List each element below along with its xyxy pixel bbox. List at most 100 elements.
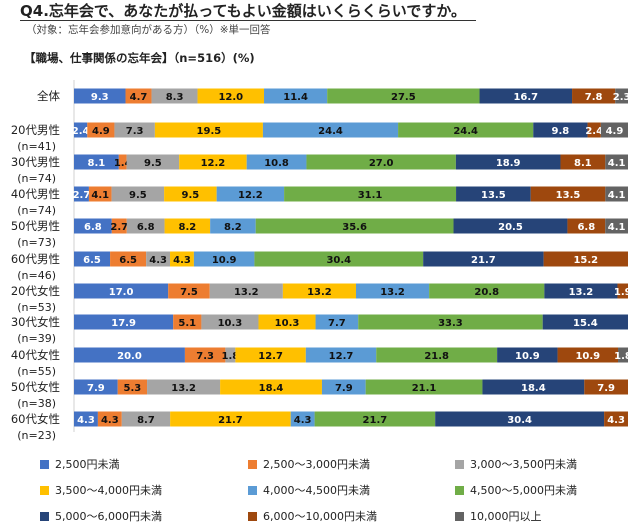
data-label: 4.1 [608, 158, 626, 169]
bar-segment [170, 251, 194, 267]
bar-segment [74, 122, 88, 138]
category-n: (n=38) [17, 397, 56, 410]
data-label: 2.4 [72, 126, 90, 137]
bar-segment [615, 88, 628, 104]
bar-segment [110, 251, 147, 267]
bar-segment [88, 186, 112, 202]
legend-swatch [40, 511, 49, 521]
bar-segment [193, 251, 255, 267]
bar-segment [456, 186, 531, 202]
bar-segment [184, 347, 226, 363]
chart-title: Q4.忘年会で、あなたが払ってもよい金額はいくらくらいですか。 [20, 2, 477, 21]
bar-segment [355, 283, 430, 299]
data-label: 8.7 [137, 415, 155, 426]
data-label: 5.1 [178, 318, 196, 329]
data-label: 13.2 [171, 383, 196, 394]
category-n: (n=46) [17, 269, 56, 282]
category-label: 50代女性 [11, 380, 60, 394]
bar-segment [262, 122, 399, 138]
bar-segment [74, 251, 111, 267]
bar-segment [74, 379, 118, 395]
legend-swatch [248, 459, 257, 469]
legend-label: 4,000～4,500円未満 [263, 484, 370, 497]
bar-segment [315, 314, 359, 330]
legend-label: 6,000～10,000円未満 [263, 510, 377, 523]
bar-segment [255, 218, 454, 234]
bar-segment [314, 411, 436, 427]
bar-segment [151, 88, 198, 104]
data-label: 13.5 [556, 190, 581, 201]
data-label: 20.0 [117, 351, 142, 362]
data-label: 4.1 [608, 222, 626, 233]
legend-swatch [248, 511, 257, 521]
data-label: 31.1 [358, 190, 383, 201]
legend-item: 5,000～6,000円未満 [40, 508, 162, 524]
bar-segment [154, 122, 263, 138]
data-label: 27.5 [391, 92, 416, 103]
bar-segment [147, 379, 221, 395]
bar-segment [74, 283, 169, 299]
bar-segment [117, 379, 148, 395]
legend-item: 3,500～4,000円未満 [40, 482, 162, 498]
bar-segment [168, 283, 210, 299]
bar-segment [164, 218, 211, 234]
data-label: 18.4 [259, 383, 284, 394]
bar-segment [74, 314, 174, 330]
data-label: 7.3 [126, 126, 144, 137]
data-label: 17.0 [109, 287, 134, 298]
data-label: 9.5 [129, 190, 147, 201]
data-label: 24.4 [318, 126, 343, 137]
data-label: 10.9 [212, 255, 237, 266]
category-n: (n=74) [17, 172, 56, 185]
bar-segment [258, 314, 316, 330]
bar-segment [429, 283, 545, 299]
data-label: 4.3 [149, 255, 167, 266]
data-label: 4.7 [130, 92, 148, 103]
data-label: 4.3 [607, 415, 625, 426]
data-label: 17.9 [111, 318, 136, 329]
data-label: 16.7 [513, 92, 538, 103]
category-n: (n=41) [17, 140, 56, 153]
bar-segment [114, 122, 155, 138]
data-label: 2.7 [73, 190, 91, 201]
data-label: 12.0 [218, 92, 243, 103]
bar-segment [453, 218, 568, 234]
data-label: 4.9 [606, 126, 624, 137]
category-label: 60代女性 [11, 412, 60, 426]
bar-segment [542, 314, 628, 330]
bar-segment [479, 88, 573, 104]
data-label: 21.8 [424, 351, 449, 362]
legend-item: 2,500～3,000円未満 [248, 456, 370, 472]
data-label: 21.7 [471, 255, 496, 266]
legend-item: 4,000～4,500円未満 [248, 482, 370, 498]
data-label: 30.4 [326, 255, 351, 266]
bar-segment [210, 218, 256, 234]
data-label: 4.3 [77, 415, 95, 426]
bar-segment [197, 88, 265, 104]
bar-segment [74, 88, 126, 104]
bar-segment [111, 186, 165, 202]
data-label: 4.3 [101, 415, 119, 426]
bar-segment [376, 347, 498, 363]
data-label: 8.1 [574, 158, 592, 169]
category-n: (n=73) [17, 236, 56, 249]
data-label: 7.9 [335, 383, 353, 394]
data-label: 21.7 [363, 415, 388, 426]
bar-segment [235, 347, 306, 363]
data-label: 12.2 [201, 158, 226, 169]
data-label: 12.7 [329, 351, 354, 362]
data-label: 13.2 [569, 287, 594, 298]
bar-segment [327, 88, 480, 104]
data-label: 6.5 [83, 255, 101, 266]
section-title: 【職場、仕事関係の忘年会】（n=516）(%) [24, 51, 255, 65]
data-label: 2.4 [585, 126, 603, 137]
data-label: 5.3 [124, 383, 142, 394]
bar-segment [284, 186, 457, 202]
legend-swatch [455, 485, 464, 495]
chart-subtitle: （対象：忘年会参加意向がある方）（%）※単一回答 [26, 24, 271, 36]
bar-segment [74, 347, 185, 363]
bar-segment [530, 186, 606, 202]
bar-segment [423, 251, 544, 267]
data-label: 8.2 [224, 222, 242, 233]
bar-segment [121, 411, 171, 427]
